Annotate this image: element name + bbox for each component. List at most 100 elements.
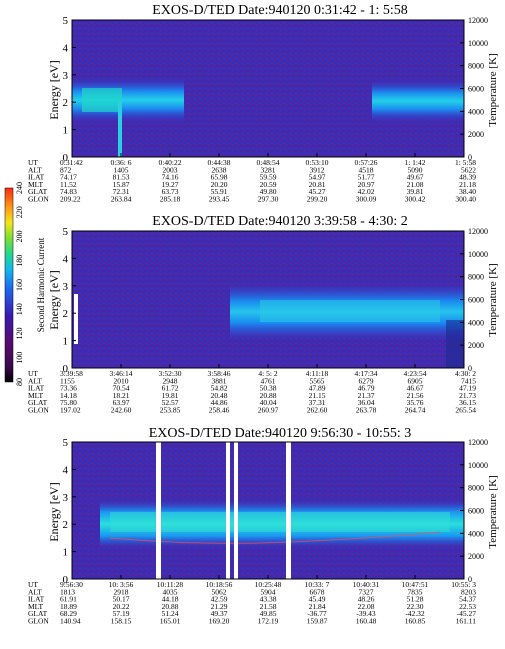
orbit-cell: 35.76: [407, 398, 424, 407]
panel-1-yticks: 0 1 2 3 4 5: [63, 15, 76, 164]
panel-1-streak: [118, 100, 122, 157]
orbit-cell: 6279: [359, 376, 374, 385]
orbit-cell: 74.16: [162, 173, 179, 182]
orbit-cell: 18.89: [60, 602, 77, 611]
orbit-cell: 7327: [359, 587, 374, 596]
orbit-cell: 11.52: [60, 180, 77, 189]
orbit-cell: 7415: [461, 376, 476, 385]
panel-2-spectrogram: [72, 231, 464, 368]
panel-2: EXOS-D/TED Date:940120 3:39:58 - 4:30: 2…: [28, 214, 499, 415]
orbit-row-label: ALT: [28, 376, 42, 385]
panel-2-ytick-label: 1: [63, 336, 69, 348]
orbit-cell: 260.97: [258, 406, 279, 415]
orbit-cell: 21.84: [309, 602, 326, 611]
orbit-cell: 0:40:22: [159, 158, 182, 167]
panel-1-spectrogram: [72, 20, 464, 157]
orbit-cell: 4:30: 2: [455, 369, 476, 378]
orbit-cell: 2918: [114, 587, 129, 596]
orbit-cell: 47.89: [309, 384, 326, 393]
panel-3-gap-3: [234, 442, 238, 579]
panel-1-ytick2-label: 12000: [468, 16, 488, 25]
orbit-cell: 36.04: [358, 398, 375, 407]
panel-3-ytick2-label: 2000: [468, 552, 484, 561]
orbit-cell: 21.73: [459, 391, 476, 400]
orbit-cell: 75.80: [60, 398, 77, 407]
orbit-cell: 0:36: 6: [110, 158, 131, 167]
panel-2-ytick2-label: 8000: [468, 273, 484, 282]
orbit-cell: 61.72: [162, 384, 179, 393]
panel-3-ytick2-label: 6000: [468, 507, 484, 516]
orbit-cell: 51.77: [358, 173, 375, 182]
panel-1-yticks2: 0 2000 4000 6000 8000 10000 12000: [460, 16, 488, 162]
orbit-cell: 20.88: [260, 391, 277, 400]
colorbar-tick-label: 180: [15, 255, 24, 267]
orbit-cell: 6905: [408, 376, 423, 385]
orbit-cell: 160.85: [405, 617, 426, 626]
orbit-cell: 3912: [310, 165, 325, 174]
orbit-cell: 20.97: [358, 180, 375, 189]
orbit-cell: 209.22: [60, 195, 81, 204]
orbit-row-label: MLT: [28, 180, 44, 189]
orbit-cell: 21.18: [459, 180, 476, 189]
orbit-cell: 42.59: [211, 595, 228, 604]
orbit-cell: 49.37: [211, 609, 228, 618]
panel-1-xticks: [71, 153, 465, 157]
orbit-cell: 262.60: [307, 406, 328, 415]
panel-1-ytick-label: 1: [63, 125, 69, 137]
panel-3-ytick2-label: 12000: [468, 438, 488, 447]
orbit-cell: 1813: [60, 587, 75, 596]
panel-1-title: EXOS-D/TED Date:940120 0:31:42 - 1: 5:58: [152, 3, 407, 18]
orbit-cell: 21.58: [260, 602, 277, 611]
orbit-cell: 54.97: [309, 173, 326, 182]
orbit-cell: 3:39:58: [60, 369, 83, 378]
orbit-cell: 10:25:48: [255, 580, 282, 589]
orbit-row-label: UT: [28, 369, 38, 378]
orbit-cell: 197.02: [60, 406, 81, 415]
orbit-cell: 263.78: [356, 406, 377, 415]
orbit-cell: 19.81: [162, 391, 179, 400]
orbit-cell: 45.49: [309, 595, 326, 604]
orbit-cell: 4:11:18: [306, 369, 329, 378]
orbit-cell: 3:46:14: [110, 369, 133, 378]
orbit-cell: 20.59: [260, 180, 277, 189]
orbit-cell: 3:52:30: [159, 369, 182, 378]
panel-2-ytick-label: 3: [63, 281, 69, 293]
orbit-row-label: MLT: [28, 391, 44, 400]
panel-3-ytick-label: 5: [63, 437, 69, 449]
panel-3-orbit-table: UT 9:56:30 10: 3:56 10:11:28 10:18:56 10:25:4…: [28, 580, 476, 626]
panel-1-ytick2-label: 10000: [468, 39, 488, 48]
orbit-cell: 160.48: [356, 617, 377, 626]
orbit-cell: 258.46: [209, 406, 230, 415]
orbit-cell: 9:56:30: [60, 580, 83, 589]
orbit-cell: 0:57:26: [355, 158, 378, 167]
orbit-cell: 253.85: [160, 406, 181, 415]
orbit-cell: 1405: [114, 165, 129, 174]
orbit-cell: 293.45: [209, 195, 230, 204]
orbit-cell: 21.56: [407, 391, 424, 400]
panel-2-xticks: [71, 364, 465, 368]
orbit-cell: 159.87: [307, 617, 328, 626]
panel-3: EXOS-D/TED Date:940120 9:56:30 - 10:55: …: [28, 426, 499, 626]
orbit-cell: 61.91: [60, 595, 77, 604]
orbit-cell: 1: 1:42: [404, 158, 425, 167]
orbit-cell: 0:53:10: [306, 158, 329, 167]
panel-2-ytick2-label: 2000: [468, 341, 484, 350]
orbit-cell: 42.02: [358, 187, 375, 196]
orbit-cell: 3881: [212, 376, 227, 385]
panel-3-ytick-label: 4: [63, 464, 69, 476]
orbit-cell: 2003: [163, 165, 178, 174]
panel-1-ytick-label: 3: [63, 70, 69, 82]
panel-2-yticks: 0 1 2 3 4 5: [63, 226, 76, 375]
panel-2-gap: [74, 294, 78, 344]
orbit-cell: 63.97: [113, 398, 130, 407]
orbit-cell: 158.15: [111, 617, 132, 626]
panel-3-yticks2: 0 2000 4000 6000 8000 10000 12000: [460, 438, 488, 584]
orbit-cell: 57.19: [113, 609, 130, 618]
orbit-cell: 54.37: [459, 595, 476, 604]
panel-3-ytick2-label: 10000: [468, 461, 488, 470]
orbit-cell: 22.08: [358, 602, 375, 611]
panel-1-orbit-table: UT 0:31:42 0:36: 6 0:40:22 0:44:38 0:48:54 0:5…: [28, 158, 476, 204]
panel-2-title: EXOS-D/TED Date:940120 3:39:58 - 4:30: 2: [152, 214, 407, 229]
orbit-cell: 45.27: [309, 187, 326, 196]
